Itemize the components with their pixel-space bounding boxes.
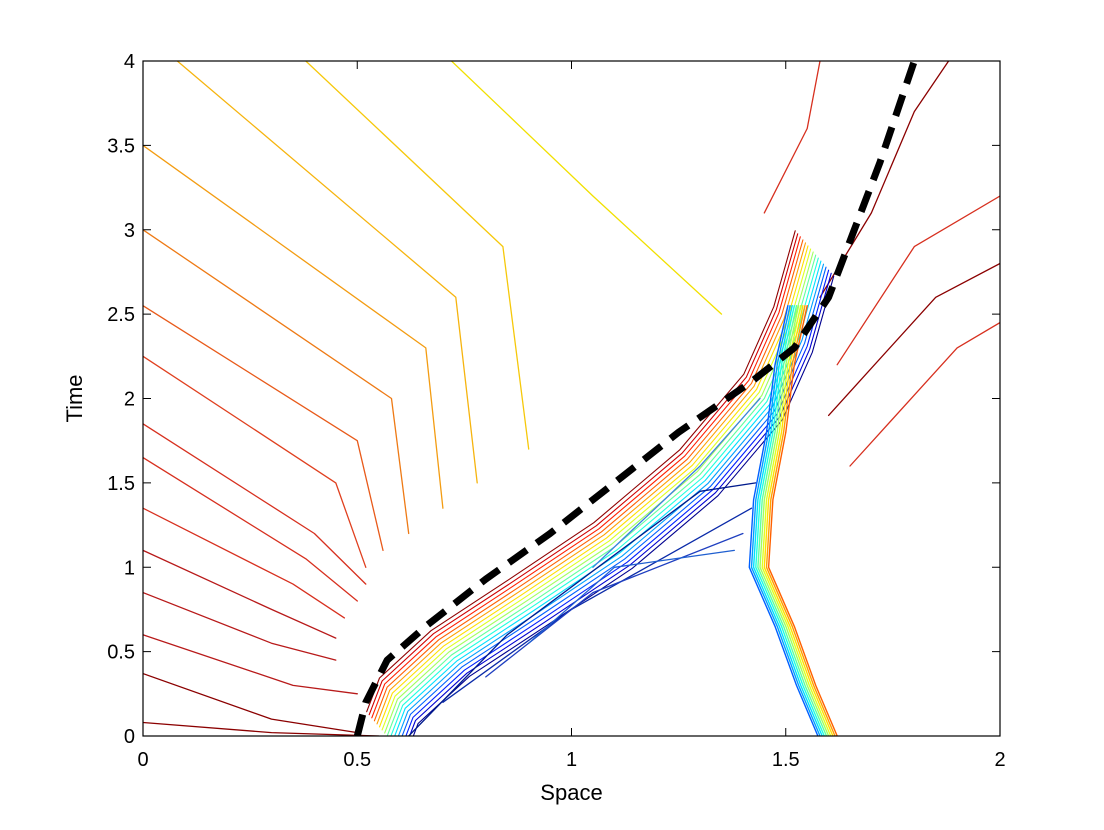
- contour-line: [143, 591, 337, 661]
- contour-line: [381, 248, 812, 731]
- contour-line: [748, 305, 819, 736]
- contour-line: [592, 397, 761, 568]
- contour-line: [765, 305, 836, 736]
- x-tick-label: 0.5: [343, 749, 371, 771]
- contour-line: [485, 532, 744, 678]
- contour-line: [836, 195, 1000, 366]
- contour-line: [763, 305, 834, 736]
- dashed-curve: [353, 61, 918, 736]
- contour-line: [366, 230, 796, 713]
- y-tick-label: 0: [124, 726, 135, 748]
- contour-line: [763, 61, 821, 214]
- y-tick-label: 2: [124, 389, 135, 411]
- contour-line: [143, 456, 358, 602]
- y-tick-label: 4: [124, 51, 135, 73]
- contour-line: [373, 239, 804, 722]
- contour-line: [143, 634, 358, 695]
- contour-line: [528, 549, 735, 644]
- contour-line: [143, 549, 337, 639]
- x-tick-label: 2: [994, 749, 1005, 771]
- contour-line: [752, 305, 823, 736]
- contour-line: [450, 61, 723, 315]
- plot-frame: [142, 60, 1001, 737]
- x-tick-label: 0: [137, 749, 148, 771]
- contour-line: [176, 61, 478, 484]
- contour-line: [378, 245, 809, 728]
- contour-line: [143, 229, 410, 535]
- contour-line: [750, 305, 821, 736]
- y-tick-label: 2.5: [107, 304, 135, 326]
- ticks-layer: 0 0.5 1 1.5 2 0 0.5 1 1.5 2 2.5 3 3.5 4: [107, 51, 1005, 771]
- contour-line: [408, 482, 757, 736]
- contour-line: [143, 672, 358, 734]
- contour-line: [143, 507, 346, 619]
- x-tick-label: 1.5: [772, 749, 800, 771]
- contour-line: [143, 305, 384, 552]
- contour-line: [376, 242, 807, 725]
- contour-line: [371, 236, 801, 719]
- contour-line: [305, 61, 530, 450]
- contour-line: [827, 262, 1000, 417]
- contour-line: [143, 423, 367, 585]
- plot-layer: [143, 61, 1000, 736]
- y-tick-label: 3: [124, 220, 135, 242]
- x-axis-label: Space: [540, 780, 602, 805]
- y-tick-label: 1.5: [107, 473, 135, 495]
- contour-line: [819, 61, 950, 298]
- contour-line: [412, 275, 835, 736]
- y-tick-label: 3.5: [107, 135, 135, 157]
- contour-line: [394, 260, 822, 736]
- contour-line: [368, 233, 799, 716]
- contour-line: [761, 305, 832, 736]
- contour-line: [405, 269, 830, 736]
- contour-line: [143, 144, 444, 509]
- y-axis-label: Time: [62, 374, 87, 422]
- y-tick-label: 1: [124, 557, 135, 579]
- x-tick-label: 1: [566, 749, 577, 771]
- contour-line: [767, 305, 838, 736]
- contour-line: [442, 507, 753, 703]
- contour-line: [759, 305, 830, 736]
- contour-line: [757, 305, 828, 736]
- contour-line: [755, 305, 825, 736]
- contour-line: [849, 321, 1000, 467]
- y-tick-label: 0.5: [107, 642, 135, 664]
- contour-line: [143, 721, 380, 736]
- contour-line: [143, 355, 367, 568]
